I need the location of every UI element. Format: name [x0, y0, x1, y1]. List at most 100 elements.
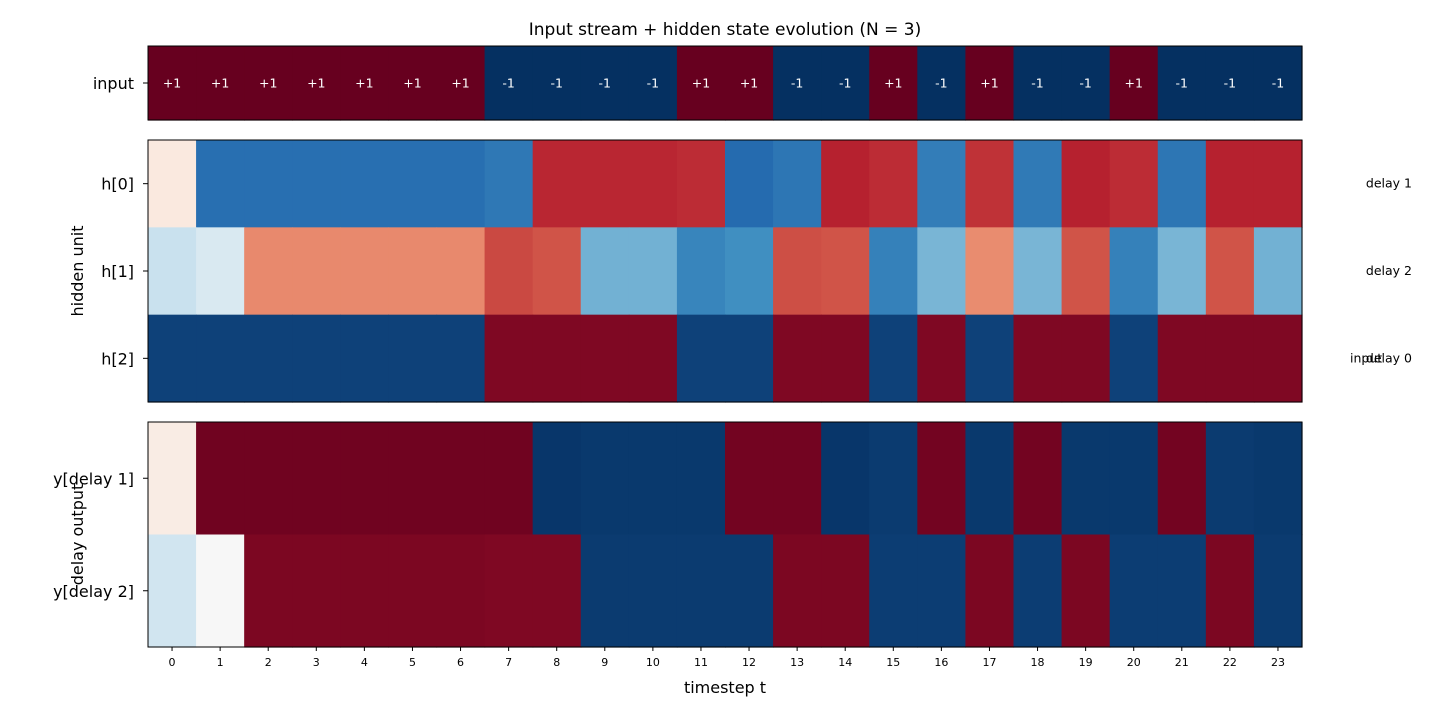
heatmap-cell	[1061, 227, 1111, 316]
heatmap-cell	[1109, 534, 1159, 648]
heatmap-cell	[725, 140, 774, 228]
heatmap-cell	[869, 140, 918, 228]
heatmap-cell	[484, 314, 534, 403]
heatmap-cell	[532, 534, 582, 648]
heatmap-cell	[1253, 46, 1303, 121]
heatmap-cell	[580, 46, 630, 121]
heatmap-cell	[1205, 140, 1255, 228]
heatmap-cell	[869, 46, 918, 121]
heatmap-cell	[821, 140, 870, 228]
heatmap-cell	[532, 140, 582, 228]
heatmap-cell	[965, 422, 1015, 536]
cell-value-label: +1	[980, 76, 998, 91]
heatmap-cell	[821, 46, 870, 121]
heatmap-cell	[725, 227, 774, 316]
cell-value-label: -1	[647, 76, 659, 91]
heatmap-cell	[1061, 46, 1111, 121]
row-annotation: delay 1	[1366, 176, 1412, 191]
heatmap-cell	[484, 227, 534, 316]
cell-value-label: -1	[935, 76, 947, 91]
heatmap-cell	[196, 314, 245, 403]
heatmap-cell	[869, 314, 918, 403]
heatmap-cell	[965, 227, 1015, 316]
heatmap-cell	[676, 314, 726, 403]
row-label-input: input	[93, 74, 134, 93]
heatmap-cell	[725, 46, 774, 121]
heatmap-cell	[148, 46, 197, 121]
row-label-h-0: h[0]	[101, 175, 134, 194]
heatmap-cell	[1061, 314, 1111, 403]
heatmap-cell	[1157, 140, 1207, 228]
heatmap-cell	[917, 140, 967, 228]
cell-value-label: -1	[1031, 76, 1043, 91]
heatmap-cell	[1013, 46, 1063, 121]
cell-value-label: -1	[791, 76, 803, 91]
x-tick-label: 18	[1031, 656, 1045, 669]
chart-title: Input stream + hidden state evolution (N…	[529, 20, 921, 40]
heatmap-cell	[580, 534, 630, 648]
heatmap-cell	[1061, 422, 1111, 536]
x-tick-label: 19	[1079, 656, 1093, 669]
heatmap-cell	[773, 227, 822, 316]
heatmap-cell	[292, 46, 341, 121]
heatmap-cell	[292, 140, 341, 228]
panel-frame	[147, 421, 1303, 648]
cell-value-label: -1	[1272, 76, 1284, 91]
x-tick-label: 21	[1175, 656, 1189, 669]
row-annotation: delay 2	[1366, 263, 1412, 278]
heatmap-cell	[821, 422, 870, 536]
x-tick-label: 12	[742, 656, 756, 669]
heatmap-cell	[436, 422, 486, 536]
heatmap-cell	[676, 422, 726, 536]
x-tick-label: 1	[217, 656, 224, 669]
heatmap-cell	[773, 314, 822, 403]
panel-frame	[147, 139, 1303, 403]
heatmap-cell	[340, 46, 390, 121]
heatmap-cell	[340, 534, 390, 648]
heatmap-cell	[532, 46, 582, 121]
heatmap-cell	[725, 534, 774, 648]
x-tick-label: 0	[169, 656, 176, 669]
heatmap-cell	[965, 140, 1015, 228]
heatmap-cell	[340, 227, 390, 316]
panel-output: y[delay 1] y[delay 2]delay output	[53, 421, 1303, 648]
heatmap-cell	[196, 46, 245, 121]
y-axis-label-output: delay output	[68, 484, 87, 586]
heatmap-cell	[1061, 140, 1111, 228]
heatmap-cell	[917, 422, 967, 536]
heatmap-cell	[244, 314, 293, 403]
heatmap-cell	[725, 422, 774, 536]
row-label-y-delay-2: y[delay 2]	[53, 582, 134, 601]
cell-value-label: -1	[1176, 76, 1188, 91]
heatmap-cell	[388, 422, 438, 536]
row-annotation: delay 0	[1366, 350, 1412, 365]
cell-value-label: +1	[451, 76, 469, 91]
heatmap-cell	[484, 140, 534, 228]
x-tick-label: 16	[934, 656, 948, 669]
heatmap-cell	[340, 314, 390, 403]
cell-value-label: +1	[403, 76, 421, 91]
heatmap-cell	[244, 140, 293, 228]
heatmap-cell	[1253, 422, 1303, 536]
heatmap-cell	[1253, 534, 1303, 648]
heatmap-cell	[676, 227, 726, 316]
cell-value-label: -1	[599, 76, 611, 91]
cell-value-label: +1	[307, 76, 325, 91]
heatmap-cell	[1109, 140, 1159, 228]
y-axis-label-hidden: hidden unit	[68, 226, 87, 317]
heatmap-cell	[1157, 534, 1207, 648]
heatmap-cell	[340, 140, 390, 228]
x-tick-label: 23	[1271, 656, 1285, 669]
x-tick-label: 7	[505, 656, 512, 669]
heatmap-cell	[532, 422, 582, 536]
heatmap-cell	[196, 534, 245, 648]
heatmap-cell	[965, 314, 1015, 403]
heatmap-cell	[676, 534, 726, 648]
heatmap-cell	[1013, 227, 1063, 316]
heatmap-cell	[484, 46, 534, 121]
cell-value-label: +1	[211, 76, 229, 91]
heatmap-cell	[244, 534, 293, 648]
heatmap-cell	[436, 534, 486, 648]
x-tick-label: 6	[457, 656, 464, 669]
